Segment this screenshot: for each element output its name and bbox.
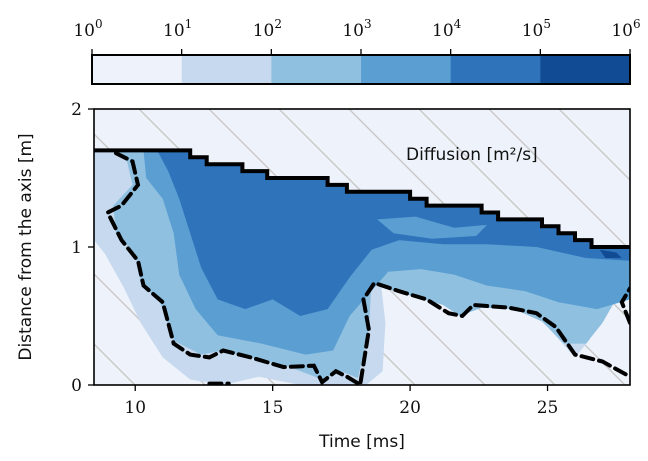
threshold-contour-line (105, 151, 363, 385)
diffusion-regions (94, 150, 630, 385)
colorbar-tick-label: 104 (432, 17, 462, 41)
colorbar-tick-label: 106 (611, 17, 640, 41)
colorbar-tick-label: 105 (522, 17, 551, 41)
diffusion-annotation: Diffusion [m²/s] (406, 145, 538, 165)
colorbar-level-5 (540, 55, 631, 84)
colorbar-level-2 (271, 55, 362, 84)
x-axis-label: Time [ms] (318, 432, 405, 452)
y-tick-label: 1 (71, 238, 82, 258)
colorbar-level-3 (361, 55, 452, 84)
y-tick-label: 2 (71, 100, 82, 120)
colorbar: 100 101 102 103 104 105 106 (73, 17, 641, 85)
x-tick-label: 10 (124, 398, 146, 418)
threshold-contour-line (358, 280, 630, 385)
x-tick-label: 25 (537, 398, 559, 418)
region-1e4-1e5 (157, 150, 630, 316)
x-axis: 10 15 20 25 (124, 385, 558, 418)
region-1e3-1e4-inset (377, 216, 488, 239)
colorbar-level-1 (181, 55, 272, 84)
y-tick-label: 0 (71, 376, 82, 396)
x-tick-label: 15 (262, 398, 284, 418)
threshold-contours (105, 151, 630, 385)
x-tick-label: 20 (399, 398, 421, 418)
y-axis: 0 1 2 (71, 100, 94, 396)
colorbar-tick-label: 102 (253, 17, 282, 41)
threshold-contour-line (619, 286, 630, 325)
y-axis-label: Distance from the axis [m] (16, 133, 36, 360)
plot-area: 10 15 20 25 0 1 2 Diffusion [m²/s] (0, 100, 631, 418)
hatch-line (488, 109, 630, 251)
hatch-line (94, 343, 136, 385)
hatch-line (558, 109, 630, 181)
colorbar-tick-label: 103 (342, 17, 371, 41)
colorbar-tick-label: 100 (73, 17, 102, 41)
region-1e5-1e6-spot (599, 249, 622, 258)
upper-boundary-line (94, 148, 630, 249)
hatch-line (0, 100, 80, 400)
colorbar-tick-label: 101 (163, 17, 192, 41)
colorbar-level-0 (92, 55, 183, 84)
colorbar-level-4 (450, 55, 541, 84)
